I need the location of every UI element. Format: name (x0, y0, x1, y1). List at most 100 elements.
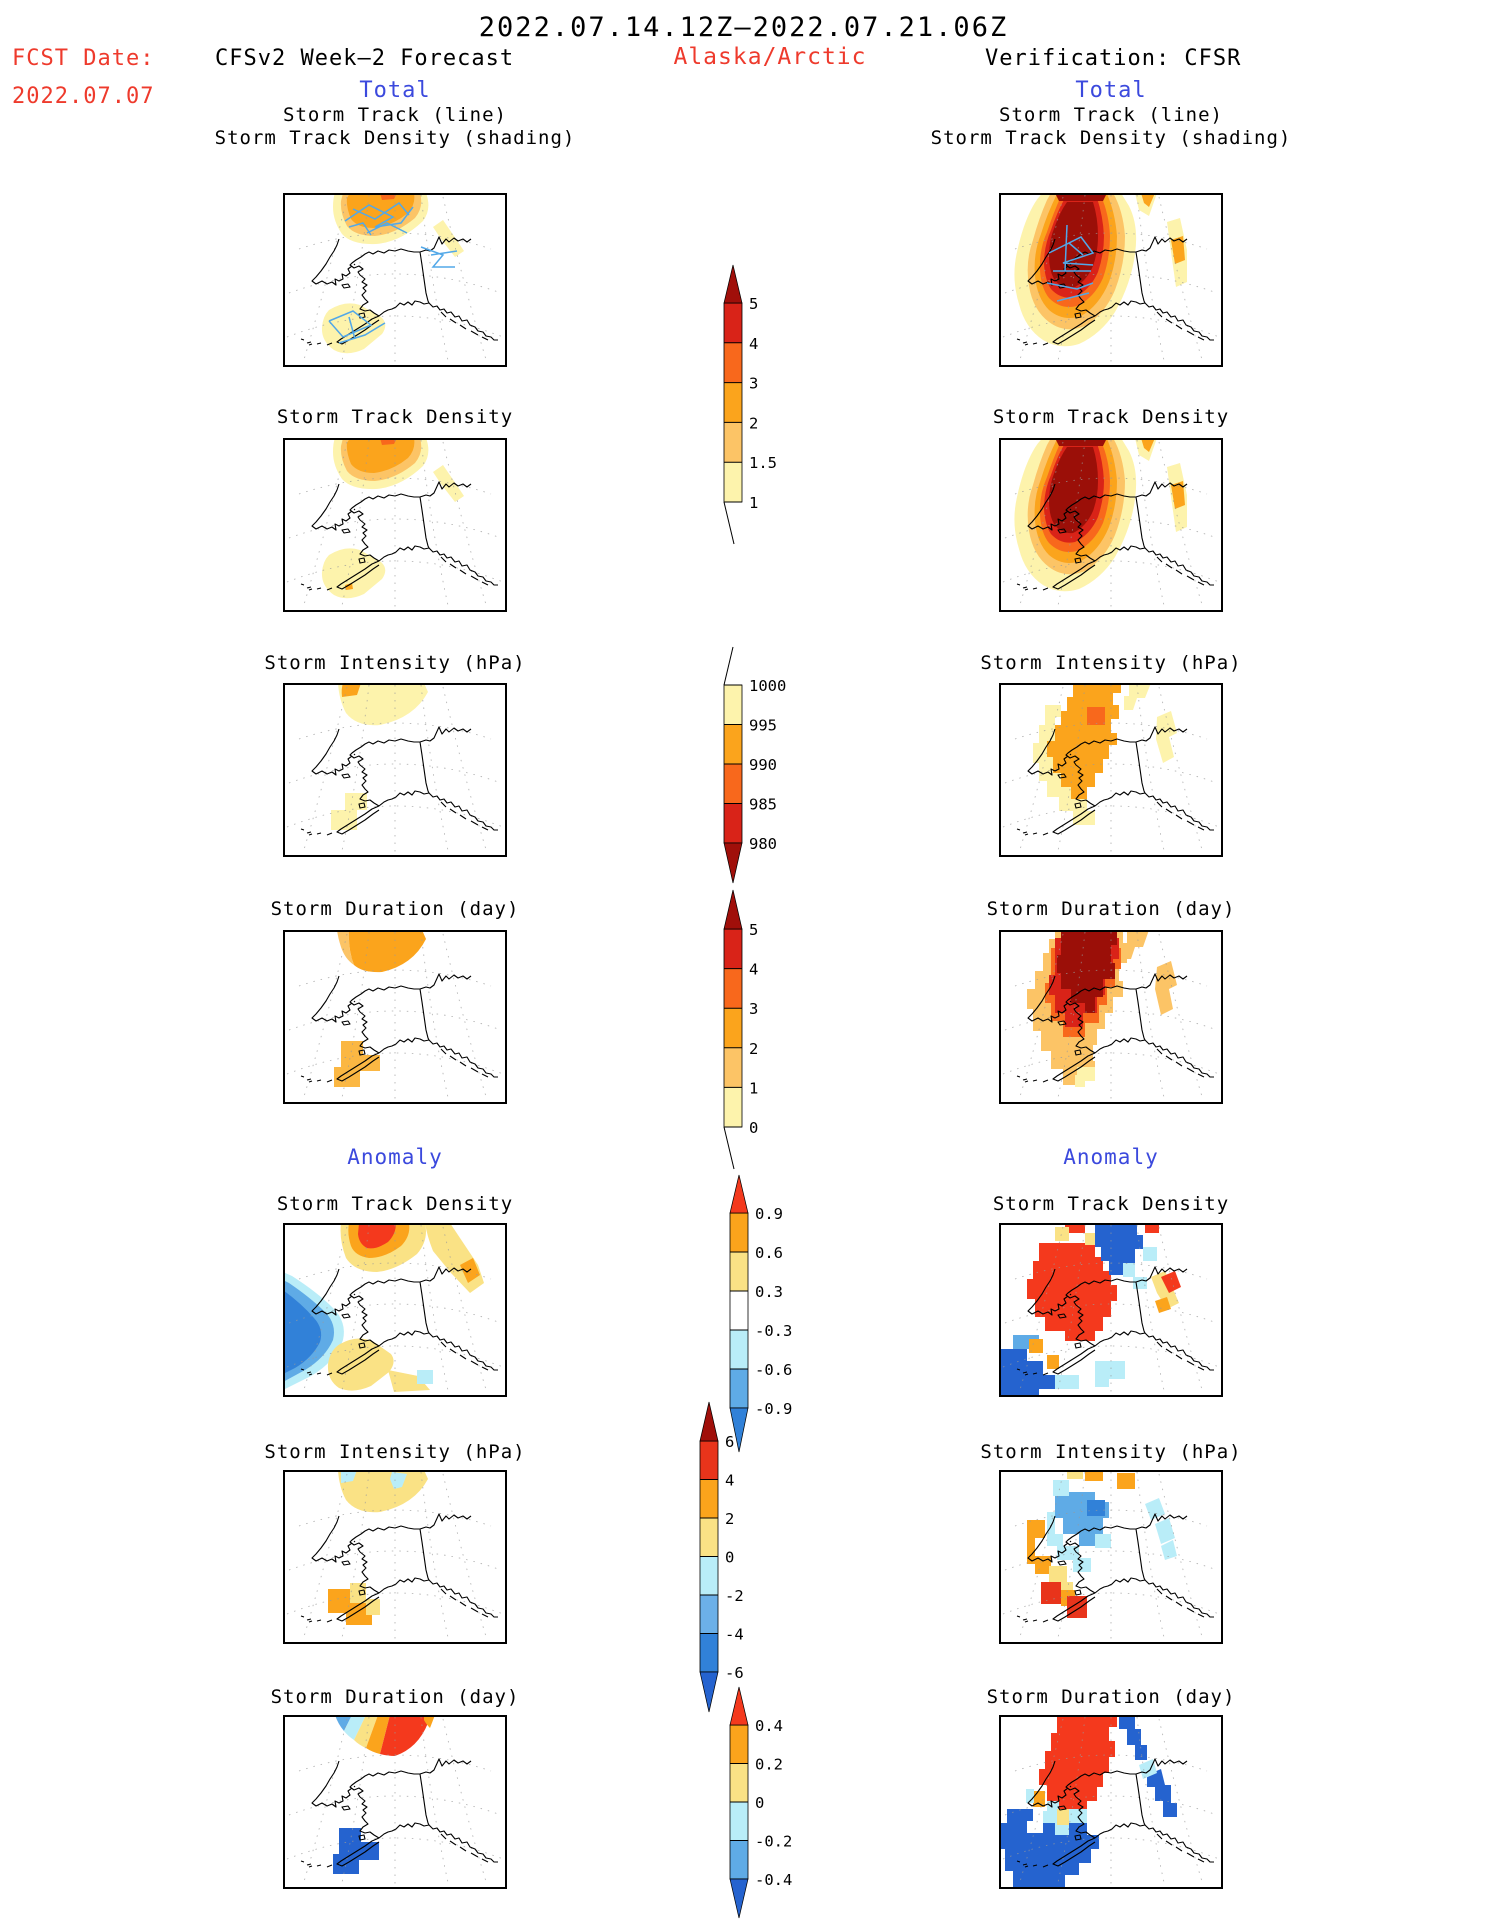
colorbar-label: 5 (749, 921, 758, 939)
storm-track-line (366, 222, 408, 234)
map-border (283, 1470, 507, 1644)
colorbar-label: 2 (749, 414, 758, 432)
colorbar-segment (730, 1725, 748, 1764)
colorbar-segment (724, 803, 742, 843)
colorbar-segment (724, 1087, 742, 1127)
map-border (999, 1223, 1223, 1397)
colorbar-segment (730, 1802, 748, 1841)
shading-r_i_tr_yellow (1124, 683, 1151, 710)
colorbar-label: 6 (725, 1433, 734, 1451)
map-border (283, 930, 507, 1104)
map-verification-total-intensity (999, 683, 1223, 857)
colorbar-label: 2 (725, 1510, 734, 1528)
shading-l_ai_sw_orange (328, 1589, 372, 1625)
map-forecast-total-intensity (283, 683, 507, 857)
map-border (283, 683, 507, 857)
colorbar-arrow-down (699, 1671, 719, 1713)
shading-r_d_tr_orange (1141, 193, 1155, 207)
shading-r_ai_blue_dark (1087, 1500, 1105, 1516)
shading-l_int_sw (331, 793, 367, 830)
shading-r_ai_orange_top2 (1117, 1473, 1135, 1489)
shading-r_ad_cyan_b2 (1095, 1361, 1125, 1387)
shading-r_ai_cyan_r (1095, 1534, 1111, 1548)
storm-track-line (344, 204, 414, 228)
colorbar-segment (700, 1556, 718, 1595)
colorbar-segment (724, 929, 742, 969)
colorbar-label: -2 (725, 1587, 744, 1605)
graticule (286, 931, 504, 1103)
fcst-date-label: FCST Date: (12, 46, 155, 71)
colorbar-segment (724, 1008, 742, 1048)
shading-r_ai_cyan_rs2 (1155, 1518, 1175, 1544)
colorbar-segment (724, 764, 742, 804)
coastline (1016, 973, 1214, 1083)
shading-l_ad_orangecell_right (460, 1258, 480, 1283)
colorbar-segment (700, 1479, 718, 1518)
colorbar-label: -6 (725, 1664, 744, 1682)
colorbar-segment (724, 968, 742, 1009)
colorbar-label: 0.6 (755, 1244, 783, 1262)
shading-l_ad_gold_right (425, 1223, 484, 1293)
shading-l_dens_right (433, 220, 464, 257)
right-total-label: Total (1075, 78, 1147, 103)
shading-r_d_tr_orange (1141, 438, 1155, 452)
map-border (283, 438, 507, 612)
colorbar-segment (724, 382, 742, 423)
shading-r_ad_cyan_cells (1123, 1263, 1147, 1289)
colorbar-segment (700, 1441, 718, 1480)
shading-r_ai_gold_cells (1049, 1566, 1067, 1584)
graticule (286, 1224, 504, 1396)
region-label: Alaska/Arctic (673, 44, 867, 70)
shading-r_ai_gold_top (1067, 1470, 1083, 1479)
colorbar-anomaly-intensity-scale: 6 4 2 0 -2 -4 -6 (694, 1399, 784, 1715)
map-forecast-total-duration (283, 930, 507, 1104)
shading-r_u_yellow_tip (1075, 1067, 1095, 1087)
colorbar-segment (724, 342, 742, 383)
colorbar-segment (724, 462, 742, 502)
shading-l_dur_band_left (337, 930, 354, 965)
colorbar-segment (724, 685, 742, 725)
colorbar-label: 1000 (749, 677, 786, 695)
shading-l_ad_south_gold2 (388, 1370, 430, 1392)
colorbar-tail-bottom (723, 1126, 735, 1170)
shading-l_adur_orange (366, 1715, 390, 1754)
coastline (1016, 1513, 1214, 1623)
graticule (1002, 1471, 1220, 1643)
colorbar-tail-bottom (723, 501, 735, 545)
map-border (999, 438, 1223, 612)
colorbar-label: 995 (749, 717, 777, 735)
map-border (999, 193, 1223, 367)
colorbar-arrow-up (699, 1401, 719, 1442)
map-border (999, 930, 1223, 1104)
shading-r_ad_cyan_b (1055, 1375, 1079, 1389)
shading-r_ad_or_bl2 (1047, 1355, 1059, 1369)
colorbar-label: 4 (749, 335, 758, 353)
map-forecast-anomaly-duration (283, 1715, 507, 1889)
left-total-label: Total (359, 78, 431, 103)
colorbar-segment (730, 1330, 748, 1369)
map-title-forecast-anomaly-track-density: Storm Track Density (276, 1193, 514, 1215)
map-title-forecast-total-duration: Storm Duration (day) (270, 898, 520, 920)
colorbar-segment (730, 1213, 748, 1252)
coastline (300, 726, 498, 836)
shading-r_ai_cyan_rs3 (1161, 1540, 1177, 1560)
shading-l_dens_core (346, 438, 415, 473)
left-anomaly-label: Anomaly (347, 1145, 443, 1169)
shading-l_dur_sw (334, 1041, 380, 1087)
colorbar-total-track-density-scale: 5 4 3 2 1.5 1 (718, 262, 808, 549)
colorbar-segment (700, 1595, 718, 1634)
colorbar-label: 0 (749, 1119, 758, 1137)
storm-track-line (1056, 292, 1090, 302)
shading-r_ad_gold_rs (1151, 1271, 1179, 1309)
shading-r_d5 (1049, 202, 1098, 289)
shading-l_ai_sw_gold (350, 1583, 380, 1615)
shading-r_u_rs_lo (1155, 961, 1177, 1015)
shading-l_ai_cyan1 (341, 1470, 357, 1483)
colorbar-segment (724, 422, 742, 463)
shading-r_ai_orange_top (1085, 1470, 1103, 1481)
map-title-verification-anomaly-intensity: Storm Intensity (hPa) (980, 1441, 1242, 1463)
map-title-forecast-anomaly-duration: Storm Duration (day) (270, 1686, 520, 1708)
colorbar-segment (730, 1369, 748, 1408)
shading-r_i_orangered (1087, 707, 1105, 725)
